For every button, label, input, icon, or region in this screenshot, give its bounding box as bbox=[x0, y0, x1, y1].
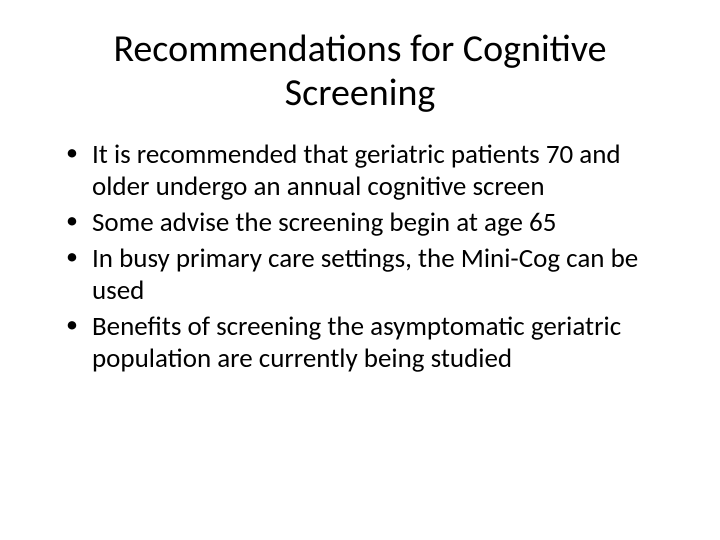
bullet-item: Some advise the screening begin at age 6… bbox=[62, 207, 670, 239]
slide-container: Recommendations for Cognitive Screening … bbox=[0, 0, 720, 540]
slide-title: Recommendations for Cognitive Screening bbox=[90, 28, 630, 115]
bullet-list: It is recommended that geriatric patient… bbox=[62, 139, 670, 374]
bullet-item: It is recommended that geriatric patient… bbox=[62, 139, 670, 203]
bullet-item: Benefits of screening the asymptomatic g… bbox=[62, 311, 670, 375]
bullet-item: In busy primary care settings, the Mini-… bbox=[62, 243, 670, 307]
